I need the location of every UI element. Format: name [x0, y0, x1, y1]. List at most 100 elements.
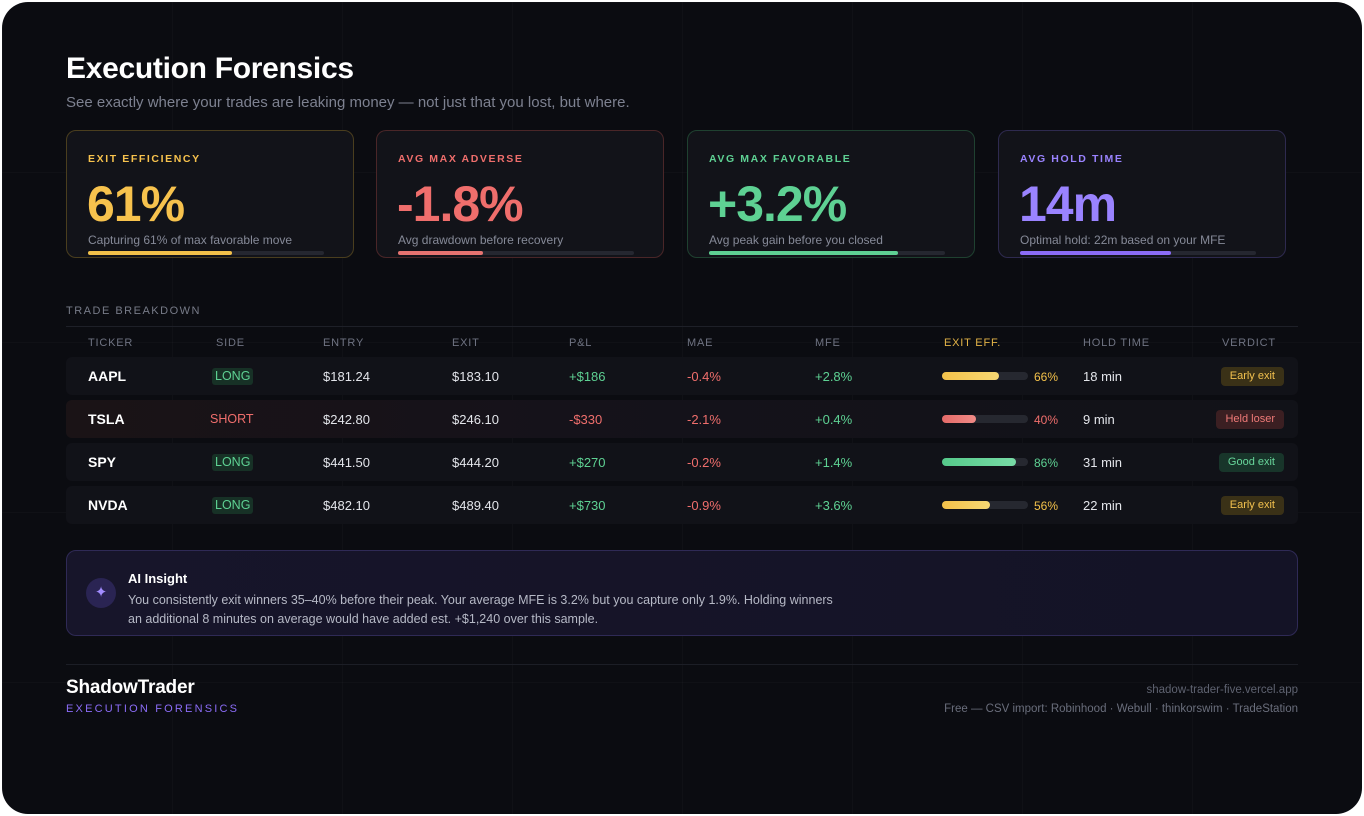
- column-header-mfe: MFE: [815, 337, 841, 349]
- card-label: AVG HOLD TIME: [1020, 153, 1124, 165]
- table-row: TSLA SHORT $242.80 $246.10 -$330 -2.1% +…: [66, 400, 1298, 438]
- exit-cell: $489.40: [452, 498, 499, 513]
- card-avg-max-favorable: AVG MAX FAVORABLE +3.2% Avg peak gain be…: [687, 130, 975, 258]
- card-progress-fill: [709, 251, 898, 255]
- card-description: Avg drawdown before recovery: [398, 233, 564, 247]
- hold-time-cell: 9 min: [1083, 412, 1115, 427]
- exit-eff-fill: [942, 501, 991, 509]
- exit-eff-value: 86%: [1034, 456, 1059, 470]
- table-row: NVDA LONG $482.10 $489.40 +$730 -0.9% +3…: [66, 486, 1298, 524]
- card-progress-fill: [88, 251, 232, 255]
- exit-cell: $246.10: [452, 412, 499, 427]
- insight-text: You consistently exit winners 35–40% bef…: [128, 593, 833, 626]
- ticker-cell: TSLA: [88, 411, 125, 427]
- exit-eff-fill: [942, 415, 977, 423]
- side-badge: LONG: [212, 368, 254, 385]
- verdict-badge: Early exit: [1220, 496, 1284, 515]
- exit-eff-fill: [942, 458, 1016, 466]
- mfe-cell: +2.8%: [815, 369, 853, 384]
- column-header-verdict: VERDICT: [1222, 337, 1276, 349]
- ticker-cell: NVDA: [88, 497, 128, 513]
- exit-cell: $444.20: [452, 455, 499, 470]
- side-badge: LONG: [212, 454, 254, 471]
- side-badge: SHORT: [210, 412, 254, 426]
- card-description: Capturing 61% of max favorable move: [88, 233, 293, 247]
- card-value: 14m: [1019, 176, 1117, 232]
- insight-title: AI Insight: [128, 571, 188, 586]
- hold-time-cell: 18 min: [1083, 369, 1123, 384]
- table-row: SPY LONG $441.50 $444.20 +$270 -0.2% +1.…: [66, 443, 1298, 481]
- column-header-pnl: P&L: [569, 337, 593, 349]
- card-description: Avg peak gain before you closed: [709, 233, 883, 247]
- mfe-cell: +0.4%: [815, 412, 853, 427]
- card-progress-bar: [88, 251, 324, 255]
- card-exit-efficiency: EXIT EFFICIENCY 61% Capturing 61% of max…: [66, 130, 354, 258]
- brand-name: ShadowTrader: [66, 677, 195, 698]
- metric-cards: EXIT EFFICIENCY 61% Capturing 61% of max…: [66, 130, 1298, 260]
- hold-time-cell: 22 min: [1083, 498, 1123, 513]
- page-subtitle: See exactly where your trades are leakin…: [66, 94, 630, 111]
- card-value: -1.8%: [397, 176, 524, 232]
- column-header-hold-time: HOLD TIME: [1083, 337, 1150, 349]
- page-title: Execution Forensics: [66, 52, 354, 85]
- card-label: EXIT EFFICIENCY: [88, 153, 201, 165]
- ticker-cell: SPY: [88, 454, 117, 470]
- pnl-cell: +$186: [569, 369, 606, 384]
- import-sources: Free — CSV import: Robinhood · Webull · …: [944, 703, 1298, 715]
- card-progress-fill: [398, 251, 483, 255]
- card-avg-hold-time: AVG HOLD TIME 14m Optimal hold: 22m base…: [998, 130, 1286, 258]
- card-progress-bar: [1020, 251, 1256, 255]
- table-header: TICKER SIDE ENTRY EXIT P&L MAE MFE EXIT …: [66, 337, 1298, 351]
- mae-cell: -0.2%: [687, 455, 721, 470]
- mae-cell: -0.9%: [687, 498, 721, 513]
- verdict-badge: Early exit: [1220, 367, 1284, 386]
- mfe-cell: +1.4%: [815, 455, 853, 470]
- card-progress-bar: [398, 251, 634, 255]
- exit-eff-value: 40%: [1034, 413, 1059, 427]
- card-avg-max-adverse: AVG MAX ADVERSE -1.8% Avg drawdown befor…: [376, 130, 664, 258]
- side-badge: LONG: [212, 497, 254, 514]
- brand-tagline: EXECUTION FORENSICS: [66, 703, 240, 715]
- card-value: 61%: [87, 176, 185, 232]
- column-header-entry: ENTRY: [323, 337, 365, 349]
- card-label: AVG MAX FAVORABLE: [709, 153, 852, 165]
- exit-eff-bar: [942, 415, 1028, 423]
- table-row: AAPL LONG $181.24 $183.10 +$186 -0.4% +2…: [66, 357, 1298, 395]
- card-description: Optimal hold: 22m based on your MFE: [1020, 233, 1226, 247]
- entry-cell: $242.80: [323, 412, 370, 427]
- divider: [66, 664, 1298, 665]
- exit-cell: $183.10: [452, 369, 499, 384]
- pnl-cell: +$730: [569, 498, 606, 513]
- mae-cell: -0.4%: [687, 369, 721, 384]
- card-value: +3.2%: [708, 176, 847, 232]
- ticker-cell: AAPL: [88, 368, 127, 384]
- sparkle-icon: ✦: [86, 578, 116, 608]
- ai-insight-panel: ✦ AI Insight You consistently exit winne…: [66, 550, 1298, 636]
- exit-eff-bar: [942, 458, 1028, 466]
- exit-eff-bar: [942, 501, 1028, 509]
- exit-eff-value: 56%: [1034, 499, 1059, 513]
- entry-cell: $181.24: [323, 369, 370, 384]
- entry-cell: $482.10: [323, 498, 370, 513]
- entry-cell: $441.50: [323, 455, 370, 470]
- column-header-exit-eff: EXIT EFF.: [944, 337, 1002, 349]
- exit-eff-value: 66%: [1034, 370, 1059, 384]
- verdict-badge: Good exit: [1218, 453, 1284, 472]
- pnl-cell: -$330: [569, 412, 603, 427]
- site-url[interactable]: shadow-trader-five.vercel.app: [1146, 684, 1299, 696]
- card-progress-fill: [1020, 251, 1172, 255]
- pnl-cell: +$270: [569, 455, 606, 470]
- hold-time-cell: 31 min: [1083, 455, 1123, 470]
- verdict-badge: Held loser: [1216, 410, 1284, 429]
- mae-cell: -2.1%: [687, 412, 721, 427]
- column-header-ticker: TICKER: [88, 337, 134, 349]
- card-progress-bar: [709, 251, 945, 255]
- column-header-side: SIDE: [216, 337, 245, 349]
- column-header-mae: MAE: [687, 337, 714, 349]
- mfe-cell: +3.6%: [815, 498, 853, 513]
- column-header-exit: EXIT: [452, 337, 480, 349]
- card-label: AVG MAX ADVERSE: [398, 153, 524, 165]
- section-label-trade-breakdown: TRADE BREAKDOWN: [66, 305, 201, 317]
- exit-eff-bar: [942, 372, 1028, 380]
